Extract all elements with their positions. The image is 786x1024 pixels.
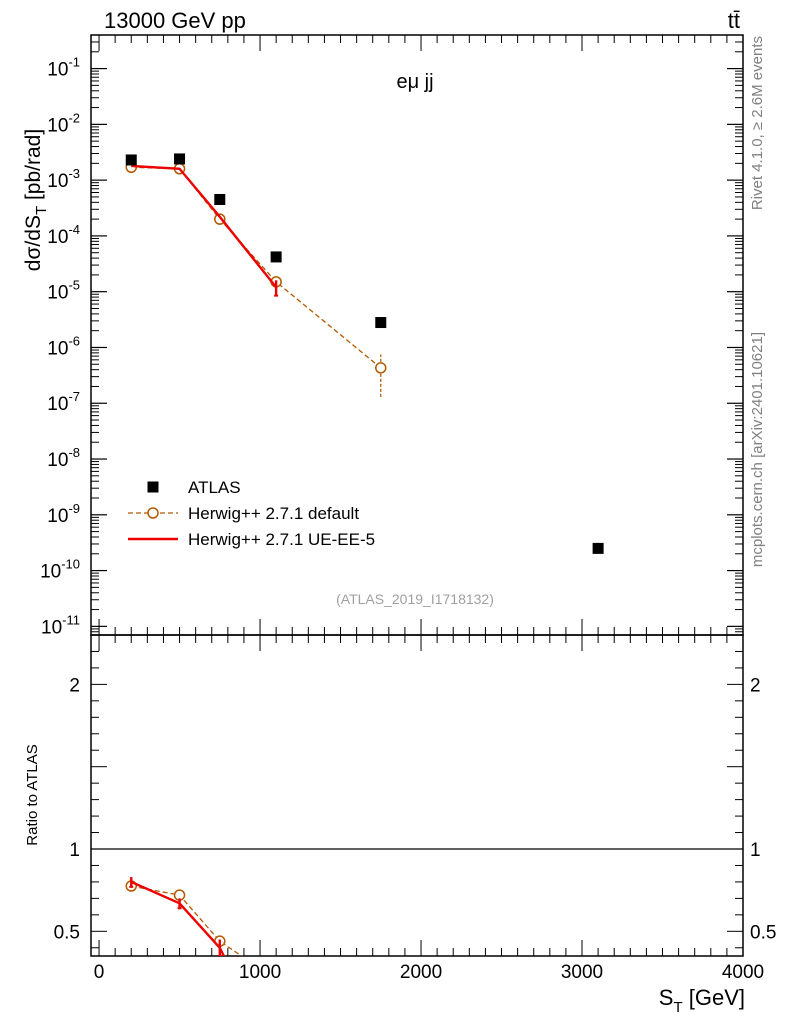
svg-text:ST [GeV]: ST [GeV]	[659, 985, 745, 1016]
x-tick-label: 0	[94, 962, 105, 983]
legend-label: Herwig++ 2.7.1 default	[188, 504, 359, 523]
main-y-tick-label: 10-3	[47, 166, 80, 192]
data-point-atlas	[125, 154, 137, 166]
data-point-atlas	[174, 153, 186, 165]
main-title: eμ jj	[396, 71, 433, 93]
ratio-y-tick-label: 0.5	[54, 922, 80, 943]
ratio-data	[125, 876, 243, 956]
header-left-label: 13000 GeV pp	[104, 8, 246, 33]
main-y-axis-label: dσ/dST [pb/rad]	[22, 129, 50, 271]
x-tick-label: 4000	[722, 962, 764, 983]
main-y-tick-label: 10-4	[47, 222, 80, 248]
series-line-ue-ee-5	[131, 164, 278, 289]
x-ticks: 0 1000 2000 3000 4000	[94, 35, 764, 983]
data-point-default	[375, 362, 387, 374]
main-y-tick-label: 10-2	[47, 110, 80, 136]
main-data	[125, 153, 604, 554]
x-tick-label: 2000	[400, 962, 442, 983]
svg-text:dσ/dST [pb/rad]: dσ/dST [pb/rad]	[22, 129, 50, 271]
mcplots-label: mcplots.cern.ch [arXiv:2401.10621]	[749, 332, 766, 567]
data-point-atlas	[270, 251, 282, 263]
main-y-tick-label: 10-5	[47, 278, 80, 304]
main-y-ticks: 10-11 10-10 10-9 10-8 10-7 10-6 10-5 10-4 10-3 10…	[40, 34, 743, 638]
data-point-atlas	[375, 317, 387, 329]
x-tick-label: 3000	[561, 962, 603, 983]
series-line-default	[131, 166, 382, 369]
ratio-y-axis-label: Ratio to ATLAS	[24, 744, 41, 845]
main-y-tick-label: 10-9	[47, 501, 80, 527]
main-y-tick-label: 10-6	[47, 333, 80, 359]
legend-marker-atlas	[147, 481, 159, 493]
ratio-y-tick-label-right: 2	[750, 675, 761, 696]
ratio-y-tick-label: 2	[69, 675, 80, 696]
main-y-tick-label: 10-1	[47, 55, 80, 81]
main-y-tick-label: 10-11	[41, 612, 80, 638]
main-y-tick-label: 10-8	[47, 445, 80, 471]
ratio-y-tick-label: 1	[69, 840, 80, 861]
series-line-default	[131, 885, 243, 956]
x-tick-label: 1000	[239, 962, 281, 983]
legend-label: Herwig++ 2.7.1 UE-EE-5	[188, 530, 375, 549]
data-point-atlas	[592, 542, 604, 554]
main-y-tick-label: 10-10	[40, 557, 80, 583]
series-line-ue-ee-5	[130, 880, 226, 956]
ratio-panel-frame	[90, 634, 744, 957]
ratio-y-tick-label-right: 0.5	[750, 922, 776, 943]
rivet-label: Rivet 4.1.0, ≥ 2.6M events	[749, 36, 766, 210]
analysis-label: (ATLAS_2019_I1718132)	[336, 591, 494, 607]
main-y-tick-label: 10-7	[47, 389, 80, 415]
header-right-label: tt̄	[728, 8, 740, 33]
data-point-atlas	[214, 193, 226, 205]
ratio-y-ticks: 0.5 0.5 1 1 2 2	[54, 634, 776, 949]
legend-label: ATLAS	[188, 478, 241, 497]
x-axis-label: ST [GeV]	[659, 985, 745, 1016]
ratio-y-tick-label-right: 1	[750, 840, 761, 861]
legend: ATLAS Herwig++ 2.7.1 default Herwig++ 2.7.…	[128, 478, 375, 549]
legend-marker-default	[147, 507, 159, 519]
